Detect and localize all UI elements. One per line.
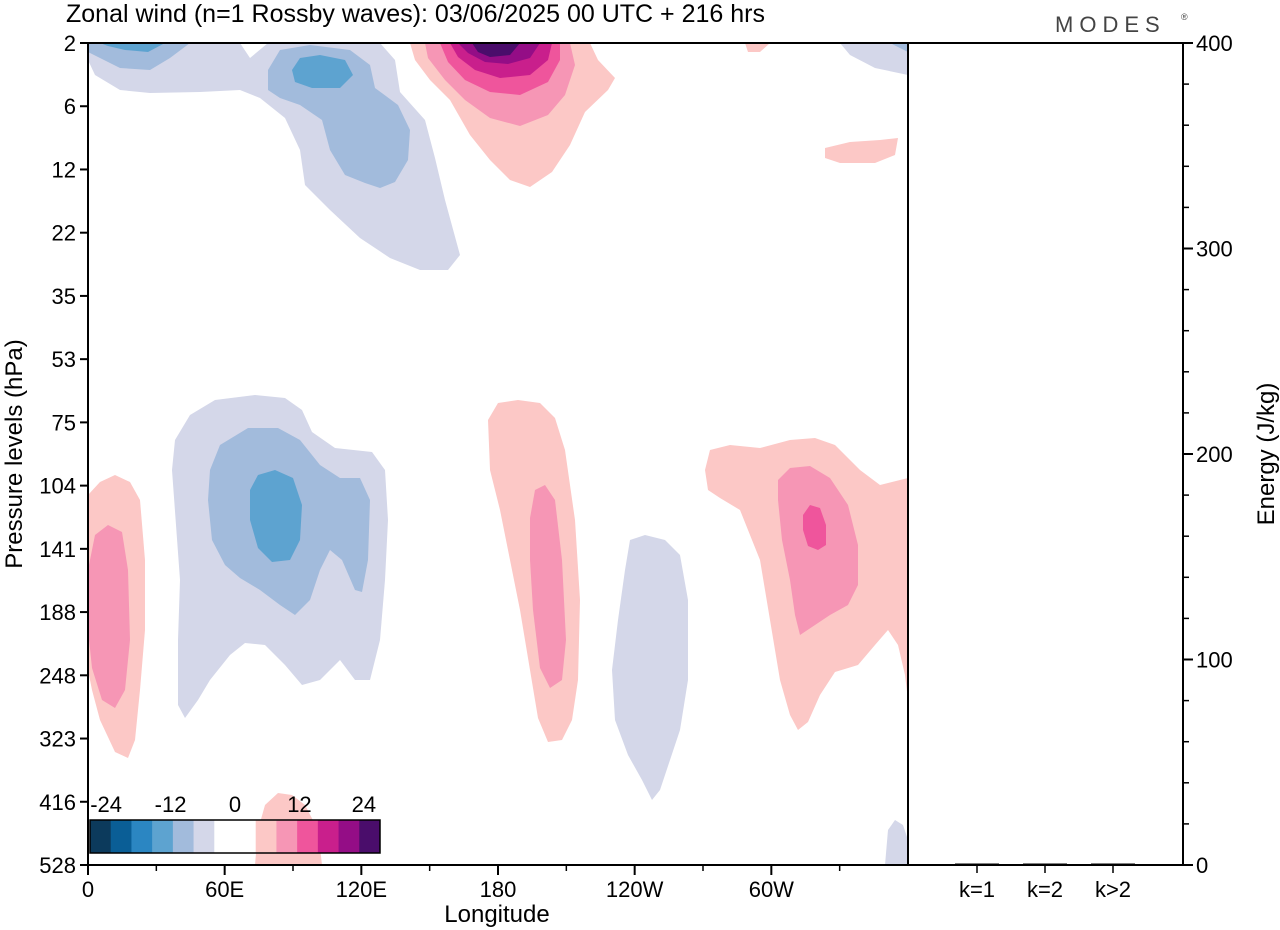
y-tick-label: 104 <box>39 474 76 499</box>
contour-neg-12-lower-left <box>250 470 302 562</box>
y-tick-label: 416 <box>39 790 76 815</box>
energy-category-label: k=2 <box>1027 877 1063 902</box>
registered-mark: ® <box>1181 12 1188 22</box>
chart-title: Zonal wind (n=1 Rossby waves): 03/06/202… <box>66 0 765 28</box>
x-axis: 0 60E 120E 180 120W 60W <box>82 865 841 902</box>
energy-tick-label: 100 <box>1196 648 1233 673</box>
x-tick-label: 120W <box>606 877 664 902</box>
colorbar-swatch <box>172 820 195 853</box>
colorbar-swatch <box>131 820 153 853</box>
colorbar-swatch <box>359 820 381 853</box>
contour-pos-6-lower-right <box>778 466 858 635</box>
colorbar-swatch <box>193 820 215 853</box>
colorbar-frame <box>89 819 381 854</box>
energy-tick-label: 300 <box>1196 237 1233 262</box>
energy-category-label: k=1 <box>959 877 995 902</box>
x-tick-label: 0 <box>82 877 94 902</box>
energy-bars: k=1 k=2 k>2 <box>955 863 1135 902</box>
contour-neg-9-top-left <box>100 43 165 52</box>
x-tick-label: 180 <box>480 877 517 902</box>
energy-axis: 0 100 200 300 400 <box>1183 31 1233 878</box>
contour-neg-3-bottom-right <box>885 820 908 865</box>
contour-pos-small-top-right <box>745 43 770 52</box>
energy-tick-label: 0 <box>1196 853 1208 878</box>
contour-pos-6-lower-center <box>530 485 566 688</box>
x-tick-label: 120E <box>336 877 387 902</box>
energy-tick-label: 400 <box>1196 31 1233 56</box>
energy-bar <box>1091 863 1135 865</box>
x-axis-title: Longitude <box>444 901 549 928</box>
contour-neg-3-lower-center <box>612 535 688 800</box>
y-tick-label: 2 <box>64 31 76 56</box>
contour-field <box>88 43 908 865</box>
y-tick-label: 6 <box>64 94 76 119</box>
contour-pos-small-right <box>825 138 898 163</box>
x-tick-label: 60W <box>749 877 794 902</box>
colorbar-swatch <box>110 820 132 853</box>
contour-neg-6-top-left <box>88 43 190 70</box>
energy-category-label: k>2 <box>1095 877 1131 902</box>
colorbar-tick-label: 24 <box>352 792 376 817</box>
colorbar-swatch <box>235 820 257 853</box>
energy-frame <box>907 42 1184 866</box>
brand-text: MODES <box>1055 12 1166 37</box>
y-tick-label: 35 <box>52 284 76 309</box>
y-tick-label: 141 <box>39 537 76 562</box>
y-tick-label: 188 <box>39 600 76 625</box>
colorbar-tick-label: -12 <box>155 792 187 817</box>
contour-neg-top-right-corner <box>840 43 908 75</box>
x-tick-label: 60E <box>205 877 244 902</box>
colorbar-swatch <box>152 820 174 853</box>
y-tick-label: 323 <box>39 727 76 752</box>
energy-axis-title: Energy (J/kg) <box>1253 383 1280 526</box>
energy-bar <box>1023 863 1067 865</box>
colorbar-swatch <box>214 820 236 853</box>
y-tick-label: 528 <box>39 853 76 878</box>
colorbar-tick-label: -24 <box>90 792 122 817</box>
colorbar-swatch <box>317 820 340 853</box>
contour-pos-6-lower-left <box>88 525 130 708</box>
modes-logo: MODES ® <box>1055 12 1188 37</box>
contour-pos-18-top-center <box>472 43 520 57</box>
contour-neg-top-right-inner <box>890 43 908 52</box>
colorbar-swatch <box>297 820 319 853</box>
colorbar-tick-label: 12 <box>287 792 311 817</box>
y-axis: 2 6 12 22 35 53 75 104 141 188 248 323 416 528 <box>39 31 88 878</box>
energy-bar <box>955 863 999 865</box>
contour-pos-12-lower-right <box>803 505 826 550</box>
colorbar: -24 -12 0 12 24 <box>89 792 381 854</box>
colorbar-swatch <box>276 820 298 853</box>
y-tick-label: 53 <box>52 347 76 372</box>
colorbar-swatch <box>338 820 360 853</box>
y-tick-label: 75 <box>52 410 76 435</box>
colorbar-swatch <box>90 820 112 853</box>
colorbar-tick-label: 0 <box>229 792 241 817</box>
y-tick-label: 22 <box>52 221 76 246</box>
energy-tick-label: 200 <box>1196 442 1233 467</box>
contour-neg-12-upper-center <box>292 55 353 88</box>
y-tick-label: 248 <box>39 663 76 688</box>
y-tick-label: 12 <box>52 157 76 182</box>
colorbar-swatch <box>255 820 277 853</box>
y-axis-title: Pressure levels (hPa) <box>1 339 28 568</box>
